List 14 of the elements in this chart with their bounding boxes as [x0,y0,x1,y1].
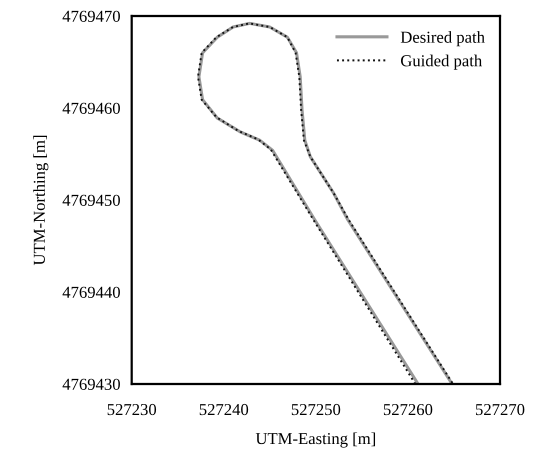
legend-label: Desired path [400,31,485,46]
x-tick-label: 527230 [108,404,156,416]
y-tick-label: 4769430 [62,378,120,390]
y-tick-label: 4769440 [62,286,120,298]
y-tick-label: 4769450 [62,194,120,206]
x-axis-title: UTM-Easting [m] [256,432,376,448]
x-tick-label: 527270 [476,404,524,416]
x-tick-label: 527260 [384,404,432,416]
y-tick-label: 4769470 [62,10,120,22]
x-tick-label: 527240 [200,404,248,416]
y-axis-title: UTM-Northing [m] [33,136,48,266]
legend-label: Guided path [400,54,482,70]
x-tick-label: 527250 [292,404,340,416]
y-tick-label: 4769460 [62,102,120,114]
